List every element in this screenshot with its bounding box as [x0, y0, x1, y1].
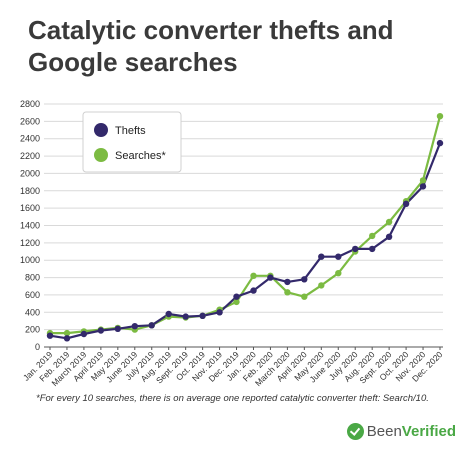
y-tick-label: 2600	[20, 116, 40, 126]
data-point-searches	[284, 289, 291, 296]
y-tick-label: 1400	[20, 221, 40, 231]
chart-title: Catalytic converter thefts and Google se…	[28, 15, 394, 77]
data-point-searches	[63, 329, 71, 337]
legend-box	[82, 111, 182, 173]
data-point-thefts	[419, 183, 427, 190]
y-axis-ticks: 0 200 400 600 800 1000 1200 1400 1600 1800 2000 220…	[20, 99, 40, 352]
data-point-thefts	[267, 274, 274, 281]
data-point-thefts	[131, 323, 138, 330]
data-point-searches	[301, 293, 308, 300]
data-point-thefts	[233, 293, 240, 300]
data-point-searches	[385, 218, 393, 226]
data-point-thefts	[97, 327, 105, 334]
data-point-searches	[318, 282, 325, 289]
brand-name-part2: Verified	[401, 422, 456, 440]
data-point-thefts	[250, 287, 257, 294]
data-point-thefts	[148, 322, 155, 329]
data-point-thefts	[216, 309, 223, 316]
legend-searches-marker	[94, 148, 108, 162]
data-point-thefts	[402, 200, 410, 207]
data-point-thefts	[352, 245, 359, 253]
footnote: *For every 10 searches, there is on aver…	[36, 393, 429, 404]
y-tick-label: 1200	[20, 238, 40, 248]
legend-thefts-label: Thefts	[115, 125, 146, 137]
y-tick-label: 1800	[20, 186, 40, 196]
data-point-searches	[369, 232, 376, 240]
data-point-thefts	[46, 332, 54, 339]
data-point-searches	[436, 113, 444, 120]
y-tick-label: 400	[25, 307, 40, 317]
data-point-thefts	[284, 278, 291, 286]
y-tick-label: 2000	[20, 168, 40, 178]
data-point-thefts	[182, 313, 189, 320]
data-point-searches	[233, 298, 240, 306]
data-point-thefts	[199, 312, 206, 319]
brand-name-part1: Been	[366, 422, 402, 440]
y-tick-label: 200	[25, 325, 40, 335]
y-tick-label: 1000	[20, 255, 40, 265]
data-point-thefts	[165, 310, 172, 318]
data-point-thefts	[436, 139, 444, 147]
data-point-searches	[419, 177, 427, 184]
data-point-searches	[250, 272, 257, 279]
y-tick-label: 0	[35, 342, 40, 352]
y-tick-label: 2200	[20, 151, 40, 161]
data-point-thefts	[114, 325, 122, 332]
data-point-thefts	[80, 330, 88, 338]
data-point-thefts	[369, 245, 376, 253]
beenverified-logo: Been Verified	[346, 421, 456, 441]
y-tick-label: 800	[25, 273, 40, 283]
data-point-thefts	[63, 335, 71, 342]
y-tick-label: 2800	[20, 99, 40, 109]
legend-searches-label: Searches*	[115, 150, 166, 162]
legend-thefts-marker	[94, 123, 108, 137]
data-point-thefts	[385, 233, 393, 240]
data-point-thefts	[301, 276, 308, 283]
y-tick-label: 600	[25, 290, 40, 300]
data-point-thefts	[318, 253, 325, 260]
data-point-searches	[335, 270, 342, 277]
y-tick-label: 2400	[20, 134, 40, 144]
check-badge-icon	[346, 422, 364, 440]
data-point-thefts	[335, 253, 342, 260]
series-points	[46, 113, 444, 342]
y-tick-label: 1600	[20, 203, 40, 213]
legend: Thefts Searches*	[82, 111, 182, 173]
